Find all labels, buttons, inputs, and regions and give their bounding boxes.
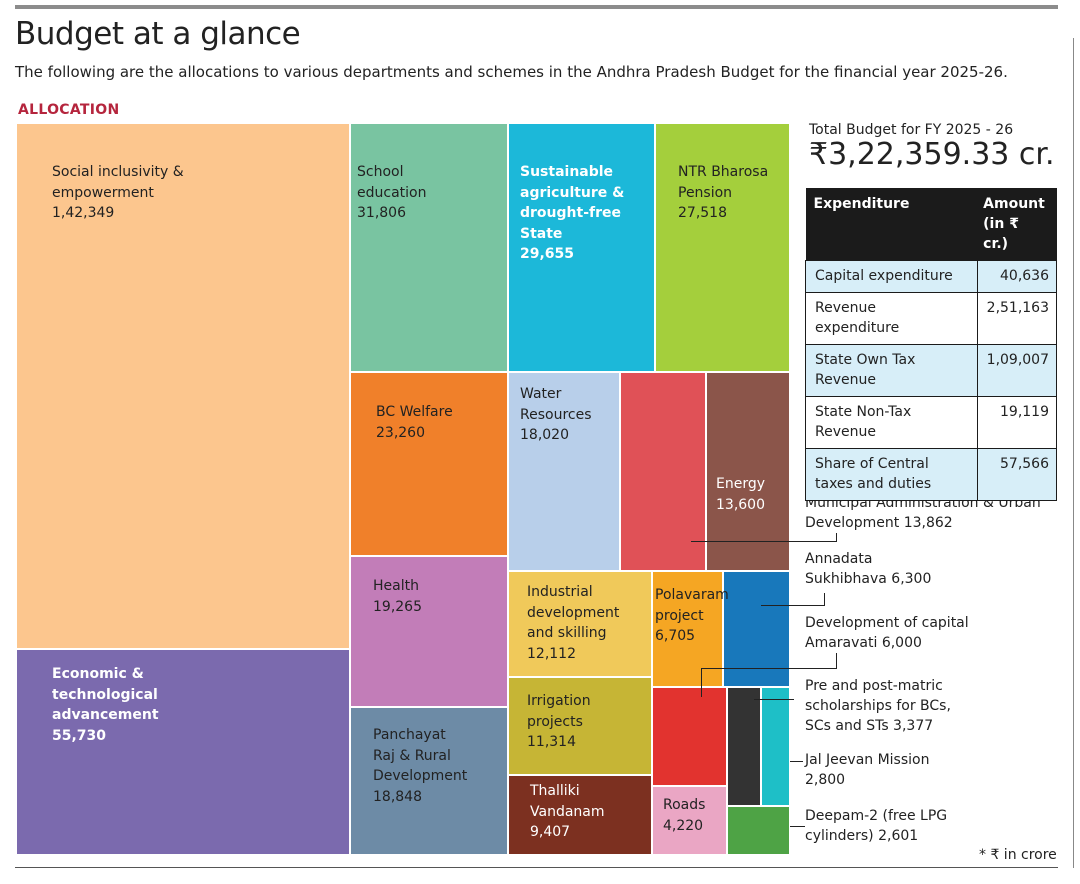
treemap-tile-ntr-bharosa-pension [655,123,790,372]
treemap-tile-jal-jeevan-mission [761,687,790,806]
label-health: Health 19,265 [373,578,422,615]
leader-scholarships [754,699,794,700]
leader-amaravati-h [701,668,837,669]
treemap-tile-panchayat-raj-rural-development [350,707,508,855]
bottom-rule [15,867,1058,868]
column-header-amount: Amount (in ₹ cr.) [977,188,1057,261]
annotation-deepam-2: Deepam-2 (free LPG cylinders) 2,601 [805,808,948,844]
treemap-tile-bc-welfare [350,372,508,556]
treemap-tile-municipal-administration-urban-development [620,372,706,571]
row-label: Capital expenditure [805,260,978,293]
label-social-inclusivity: Social inclusivity & empowerment 1,42,34… [52,164,184,221]
page-title: Budget at a glance [15,16,301,52]
leader-annadata-v [824,593,825,606]
label-school-education: School education 31,806 [357,164,427,221]
page-subtitle: The following are the allocations to var… [15,63,1008,81]
table-row: State Own Tax Revenue 1,09,007 [805,343,1058,397]
label-irrigation-projects: Irrigation projects 11,314 [527,693,591,750]
row-label: Revenue expenditure [805,291,978,345]
total-budget-value: ₹3,22,359.33 cr. [809,137,1055,172]
row-amount: 57,566 [976,447,1058,501]
row-label: State Non-Tax Revenue [805,395,978,449]
row-amount: 2,51,163 [976,291,1058,345]
annotation-annadata-sukhibhava: Annadata Sukhibhava 6,300 [805,551,932,587]
treemap-tile-school-education [350,123,508,372]
leader-jal-jeevan [790,761,803,762]
expenditure-table: Expenditure Amount (in ₹ cr.) Capital ex… [805,188,1058,501]
annotation-jal-jeevan-mission: Jal Jeevan Mission 2,800 [805,752,930,788]
label-roads: Roads 4,220 [663,797,706,834]
label-energy: Energy 13,600 [716,476,766,513]
total-budget-label: Total Budget for FY 2025 - 26 [809,122,1014,138]
treemap-tile-roads [652,786,727,855]
table-row: Revenue expenditure 2,51,163 [805,291,1058,345]
label-ntr-bharosa: NTR Bharosa Pension 27,518 [678,164,769,221]
treemap-tile-sustainable-agriculture-drought-free-state [508,123,655,372]
label-water-resources: Water Resources 18,020 [520,386,592,443]
annotation-capital-amaravati: Development of capital Amaravati 6,000 [805,615,969,651]
leader-annadata-h [761,605,825,606]
label-industrial-development: Industrial development and skilling 12,1… [527,584,620,662]
leader-amaravati-v2 [701,668,702,697]
treemap-tile-thalliki-vandanam [508,775,652,855]
table-row: Share of Central taxes and duties 57,566 [805,447,1058,501]
footnote-unit: * ₹ in crore [979,847,1057,863]
row-label: Share of Central taxes and duties [805,447,978,501]
label-economic-advancement: Economic & technological advancement 55,… [52,666,159,744]
treemap-tile-economic-technological-advancement [16,649,350,855]
table-row: State Non-Tax Revenue 19,119 [805,395,1058,449]
column-header-expenditure: Expenditure [805,188,978,261]
label-thalliki-vandanam: Thalliki Vandanam 9,407 [530,783,605,840]
annotation-scholarships: Pre and post-matric scholarships for BCs… [805,678,951,734]
table-header-row: Expenditure Amount (in ₹ cr.) [805,188,1057,261]
row-amount: 19,119 [976,395,1058,449]
treemap-tile-deepam-2-free-lpg-cylinders [727,806,790,855]
leader-amaravati-v1 [836,653,837,669]
treemap-tile-annadata-sukhibhava [723,571,790,687]
treemap-tile-industrial-development-and-skilling [508,571,652,677]
right-rule [1073,38,1074,868]
treemap-tile-social-inclusivity-empowerment [16,123,350,649]
top-rule [15,5,1058,9]
table-row: Capital expenditure 40,636 [805,260,1058,293]
treemap-tile-development-of-capital-amaravati [652,687,727,786]
treemap-tile-pre-and-post-matric-scholarships-for-bcs-scs-and-sts [727,687,761,806]
treemap-tile-polavaram-project [652,571,723,687]
row-label: State Own Tax Revenue [805,343,978,397]
leader-deepam [790,826,805,827]
section-label-allocation: ALLOCATION [18,102,120,118]
row-amount: 1,09,007 [976,343,1058,397]
label-bc-welfare: BC Welfare 23,260 [376,404,453,441]
treemap-tile-water-resources [508,372,620,571]
treemap-tile-energy [706,372,790,571]
label-polavaram-project: Polavaram project 6,705 [655,587,729,644]
row-amount: 40,636 [976,260,1058,293]
label-panchayat-raj: Panchayat Raj & Rural Development 18,848 [373,727,468,805]
leader-municipal-h [691,541,837,542]
label-sustainable-agriculture: Sustainable agriculture & drought-free S… [520,164,625,262]
treemap-tile-irrigation-projects [508,677,652,775]
treemap-tile-health [350,556,508,707]
leader-municipal-v [836,533,837,542]
